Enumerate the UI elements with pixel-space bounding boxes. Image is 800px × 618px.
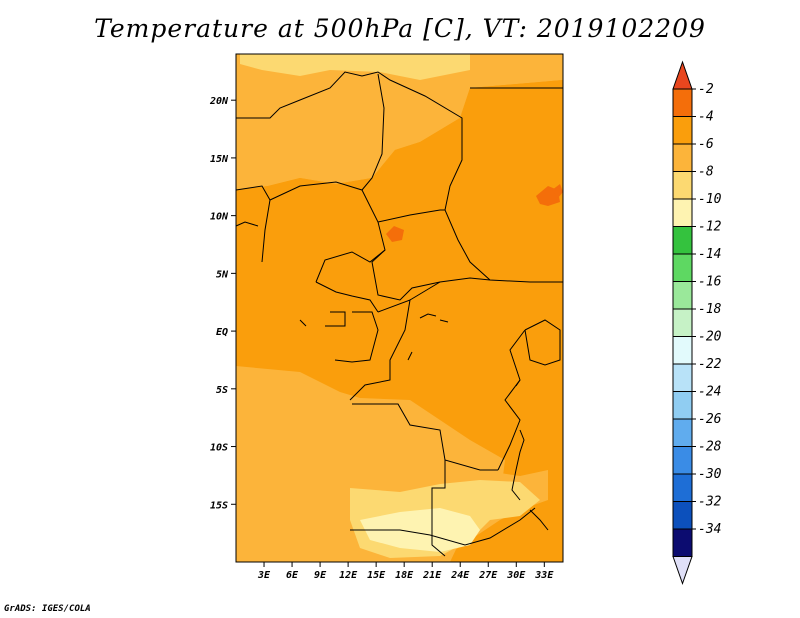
colorbar-swatch [672,171,693,200]
colorbar-swatch [672,198,693,227]
y-axis: 20N 15N 10N 5N EQ 5S 10S 15S [209,96,236,511]
border-line [524,319,561,366]
border-line [409,281,441,301]
x-tick-label: 15E [367,570,386,581]
border-line [497,329,526,471]
colorbar-swatch [672,281,693,310]
colorbar-level-label: -28 [698,440,722,455]
colorbar-level-label: -18 [698,302,722,317]
region-warm-spot-central [386,226,404,242]
colorbar-level-label: -22 [698,357,722,372]
x-tick-label: 27E [478,570,498,581]
colorbar-level-label: -14 [698,247,721,262]
colorbar-swatch [672,501,693,530]
colorbar-level-label: -6 [698,137,714,152]
region-warm-spot-northeast [552,184,563,198]
border-line [269,73,385,201]
colorbar-swatch [672,418,693,447]
y-tick-label: EQ [216,327,228,338]
grads-credit: GrADS: IGES/COLA [4,604,91,614]
y-tick-label: 15S [210,500,228,511]
x-tick-label: 18E [395,570,414,581]
colorbar-level-label: -10 [698,192,722,207]
colorbar-level-label: -4 [698,110,714,125]
colorbar-level-label: -24 [698,385,721,400]
border-line [334,311,379,363]
colorbar-swatch [672,528,693,557]
map-group [235,53,564,563]
colorbar-swatch [672,363,693,392]
y-tick-label: 10N [210,212,229,223]
x-tick-label: 9E [314,570,327,581]
x-tick-label: 24E [450,570,470,581]
colorbar-level-label: -32 [698,495,722,510]
y-tick-label: 5N [216,269,229,280]
colorbar-level-label: -8 [698,165,714,180]
colorbar-swatch [672,391,693,420]
colorbar-swatch [672,446,693,475]
colorbar-swatch [672,308,693,337]
x-tick-label: 12E [339,570,358,581]
x-tick-label: 33E [534,570,554,581]
y-tick-label: 15N [210,154,229,165]
y-tick-label: 20N [209,96,229,107]
country-borders [235,71,563,557]
chart-title: Temperature at 500hPa [C], VT: 201910220… [94,14,706,43]
border-line [511,429,549,531]
colorbar-level-label: -34 [698,522,721,537]
colorbar-level-label: -20 [698,330,722,345]
border-line [431,460,446,557]
x-tick-label: 3E [257,570,271,581]
region-northwest-light [240,54,470,80]
border-line [407,351,521,387]
border-line [371,249,491,301]
plot-frame [235,53,564,563]
colorbar-top-arrow [672,60,693,90]
border-line [235,221,259,227]
colorbar-level-label: -2 [698,82,714,97]
colorbar-swatch [672,336,693,365]
border-line [236,71,563,283]
border-line [377,209,445,223]
colorbar-swatch [672,253,693,282]
colorbar-swatch [672,473,693,502]
colorbar-level-label: -12 [698,220,722,235]
border-line [350,507,536,546]
region-north-sahel [236,54,563,190]
colorbar-level-label: -30 [698,467,722,482]
x-tick-label: 30E [506,570,526,581]
colorbar: -2 -4 -6 -8 -10 -12 -14 -16 -18 -20 -22 -24 -26 -28 -3… [672,60,722,586]
y-tick-label: 5S [216,385,228,396]
colorbar-bottom-arrow [672,556,693,586]
colorbar-level-label: -26 [698,412,722,427]
colorbar-swatch [672,116,693,145]
border-line [352,403,498,471]
x-tick-label: 21E [422,570,442,581]
x-tick-label: 6E [286,570,299,581]
border-line [315,281,379,313]
colorbar-level-label: -16 [698,275,722,290]
border-line [299,313,449,327]
colorbar-swatch [672,226,693,255]
y-tick-label: 10S [210,443,228,454]
border-line [325,311,346,327]
x-axis: 3E 6E 9E 12E 15E 18E 21E 24E 27E 30E 33E [257,562,554,581]
colorbar-swatch [672,143,693,172]
colorbar-swatch [672,88,693,117]
